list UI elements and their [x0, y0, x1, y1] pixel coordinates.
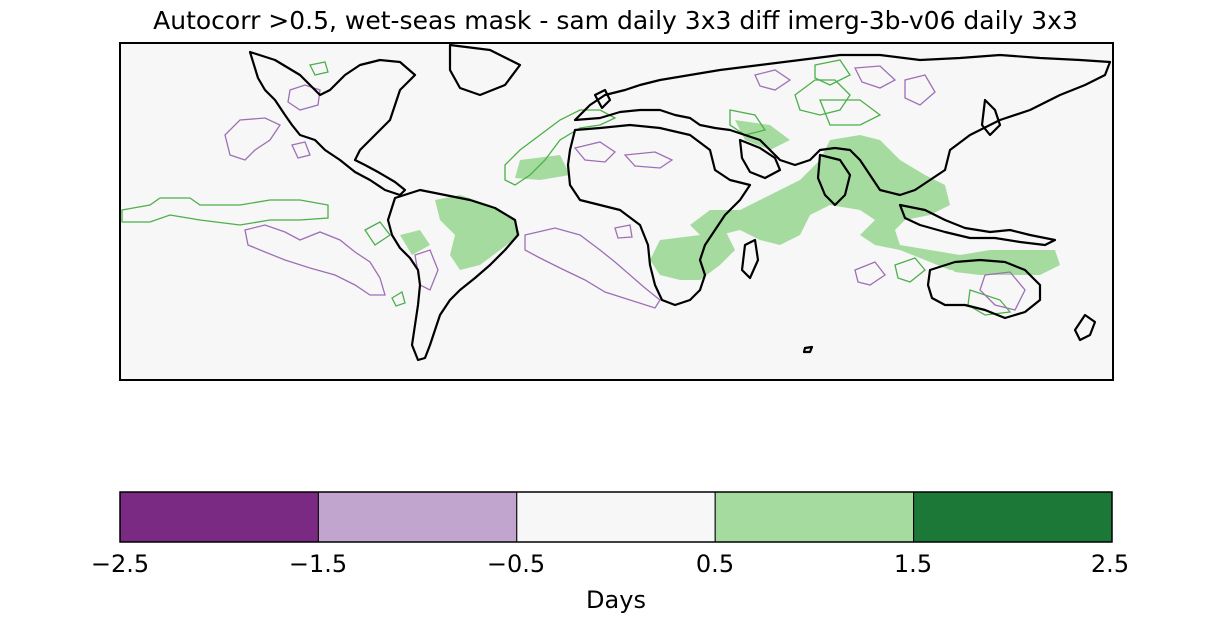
- colorbar-tick-label: −1.5: [288, 550, 348, 578]
- greenland-coast: [448, 43, 522, 97]
- india-coast: [816, 153, 852, 207]
- australia-coast: [926, 258, 1042, 320]
- indian-neg-contour: [854, 261, 886, 286]
- asia-contour-a: [853, 65, 897, 89]
- madagascar-coast: [740, 238, 760, 280]
- atlantic-patch: [515, 155, 570, 180]
- central-america-contour: [291, 141, 311, 159]
- colorbar-frame: [119, 491, 1113, 543]
- central-asia-contour: [819, 99, 882, 126]
- colorbar-bin-0: [119, 491, 319, 543]
- australia-neg-contour: [979, 271, 1026, 311]
- africa-coast: [566, 123, 752, 307]
- colorbar-bin-4: [913, 491, 1113, 543]
- uk-coast: [593, 88, 612, 110]
- africa-central: [650, 230, 735, 280]
- colorbar-bin-1: [317, 491, 518, 543]
- antarctic-islands: [802, 345, 814, 354]
- sahara-contour: [573, 141, 617, 163]
- australia-south-contour: [967, 289, 1012, 316]
- indonesia-coast: [898, 203, 1057, 247]
- indian-ocean-band: [690, 135, 1060, 275]
- south-america-coast: [386, 188, 520, 362]
- map-frame: [119, 42, 1114, 381]
- australia-north: [940, 255, 1030, 275]
- arabia-contour: [729, 109, 767, 136]
- colorbar-tick-label: −0.5: [486, 550, 546, 578]
- asia-contour-c: [754, 69, 792, 91]
- japan-coast: [980, 98, 1002, 137]
- pacific-north2-contour: [287, 84, 321, 111]
- south-america-wet: [435, 195, 520, 270]
- australia-contour: [894, 257, 926, 283]
- colorbar-bin-2: [516, 491, 716, 543]
- colorbar-tick-label: 2.5: [1090, 550, 1130, 578]
- arabia-coast: [738, 138, 782, 180]
- new-zealand-coast: [1073, 313, 1097, 342]
- colorbar-axis-label: Days: [586, 586, 646, 614]
- asia-contour-b: [904, 74, 936, 106]
- pacific-north-contour: [224, 117, 281, 161]
- siberia-contour: [814, 59, 851, 86]
- coastlines: [248, 43, 1112, 362]
- atlantic-south-contour: [524, 227, 661, 309]
- colorbar-tick-label: 1.5: [893, 550, 933, 578]
- colorbar-bin-3: [714, 491, 915, 543]
- islands-patch: [400, 230, 430, 255]
- negative-contours: [224, 65, 1026, 311]
- positive-fill-regions: [400, 120, 1060, 280]
- positive-contours: [121, 59, 1012, 316]
- south-america-east-contour: [364, 221, 391, 246]
- eurasia-coast: [573, 53, 1112, 197]
- colorbar-tick-label: 0.5: [695, 550, 735, 578]
- pacific-south-contour: [244, 224, 386, 296]
- pacific-band-contour: [121, 197, 329, 226]
- arabia-patch: [735, 120, 790, 150]
- sahel-contour: [623, 151, 674, 169]
- north-america-coast: [248, 50, 417, 197]
- canada-contour: [309, 61, 329, 76]
- map-background: [120, 43, 1113, 380]
- atlantic-band-contour: [504, 109, 617, 186]
- colorbar: [119, 491, 1113, 543]
- colorbar-tick-label: −2.5: [90, 550, 150, 578]
- chart-title: Autocorr >0.5, wet-seas mask - sam daily…: [153, 6, 1078, 35]
- patagonia-contour: [391, 291, 406, 307]
- east-africa-contour: [614, 224, 633, 239]
